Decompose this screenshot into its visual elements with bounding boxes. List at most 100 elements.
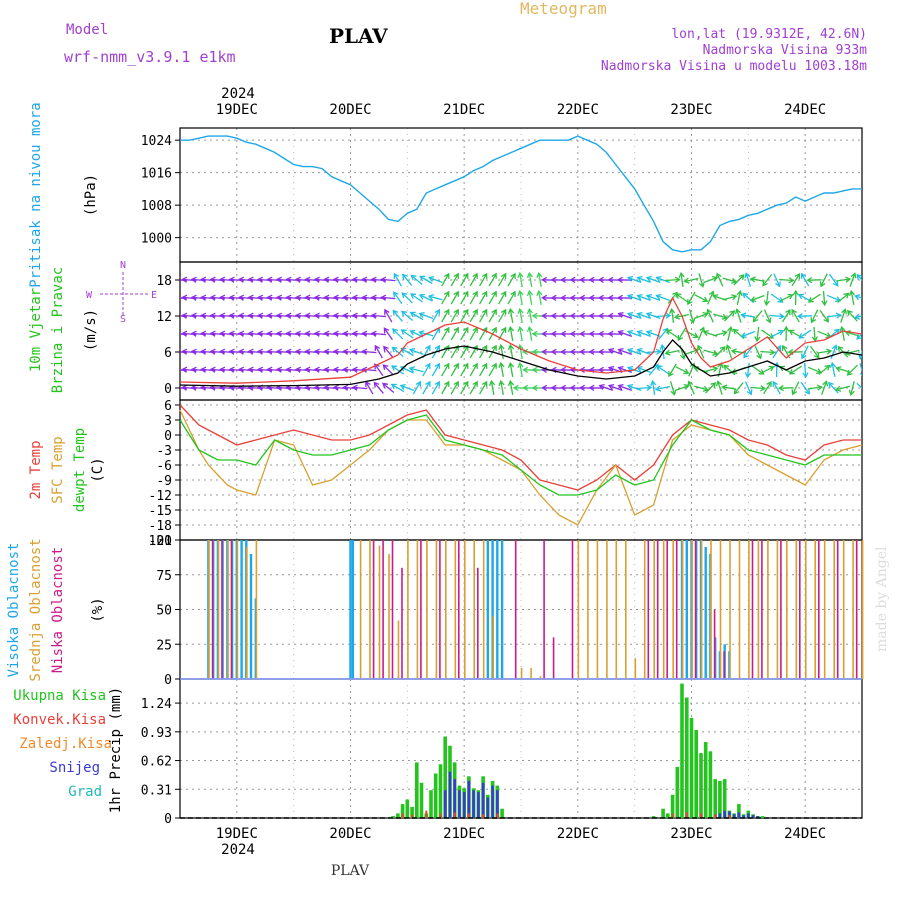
precip-bar (482, 814, 484, 818)
temp-title3: dewpt Temp (72, 428, 88, 512)
temp-tsfc-line (180, 410, 862, 525)
precip-bar (425, 811, 427, 818)
precip-bar (463, 792, 466, 818)
precip-bar (694, 730, 698, 818)
precip-bar (453, 779, 456, 818)
precip-legend-1: Konvek.Kisa (13, 712, 106, 728)
wind-arrow-head (173, 331, 178, 336)
wind-arrow-head (862, 388, 867, 393)
year-top: 2024 (221, 86, 255, 102)
wind-arrow (715, 347, 725, 357)
ytick-label-clouds: 25 (156, 638, 172, 653)
day-label-top-19DEC: 19DEC (216, 102, 258, 118)
precip-bar (439, 764, 443, 818)
ytick-label-precip: 0.62 (141, 755, 172, 770)
ytick-label-clouds: 75 (156, 569, 172, 584)
ytick-label-precip: 0 (164, 812, 172, 827)
ytick-label-wind: 12 (156, 310, 172, 325)
precip-bar (402, 813, 404, 818)
temp-title2: SFC Temp (50, 436, 66, 503)
temp-t2m-line (180, 405, 862, 490)
day-label-top-20DEC: 20DEC (329, 102, 371, 118)
temp-ylabel: (C) (90, 457, 106, 482)
precip-bar (676, 767, 680, 818)
precip-bar (699, 753, 703, 818)
ytick-label-temperature: -3 (156, 444, 172, 459)
day-label-top-21DEC: 21DEC (443, 102, 485, 118)
ytick-label-pressure: 1016 (141, 167, 172, 182)
wind-arrow (734, 275, 744, 285)
pressure-line (180, 136, 862, 252)
ytick-label-clouds: 50 (156, 604, 172, 619)
panels-layer: 19DEC19DEC20DEC20DEC21DEC21DEC22DEC22DEC… (6, 102, 869, 842)
wind-title: 10m Vjetar (28, 288, 44, 372)
precip-bar (761, 816, 765, 818)
wind-title2: Brzina i Pravac (50, 267, 66, 393)
footer-station: PLAV (331, 863, 370, 879)
panel-precip: 0 0.31 0.62 0.93 1.24 (141, 679, 862, 827)
ytick-label-temperature: -15 (149, 504, 172, 519)
precip-bar (482, 783, 485, 818)
wind-arrow-head (860, 372, 865, 377)
precip-legend-4: Grad (68, 784, 102, 800)
station-title: PLAV (329, 24, 388, 48)
ytick-label-precip: 0.31 (141, 783, 172, 798)
precip-bar (714, 814, 716, 818)
frame-precip (180, 679, 862, 818)
precip-bar (472, 790, 475, 818)
ytick-label-temperature: 6 (164, 399, 172, 414)
precip-bar (429, 790, 433, 818)
pressure-title: Pritisak na nivou mora (28, 102, 44, 287)
precip-legend-0: Ukupna Kisa (13, 688, 106, 704)
elevation-label: Nadmorska Visina 933m (703, 43, 868, 58)
ytick-label-temperature: 3 (164, 414, 172, 429)
watermark: made by Angel (874, 546, 890, 652)
precip-bar (434, 774, 438, 819)
precip-bar (491, 786, 494, 818)
ytick-label-pressure: 1000 (141, 232, 172, 247)
precip-bar (738, 812, 741, 818)
day-label-bottom-22DEC: 22DEC (557, 826, 599, 842)
precip-bar (487, 798, 490, 818)
compass-n: N (120, 260, 126, 271)
ytick-label-wind: 6 (164, 346, 172, 361)
precip-bar (690, 718, 694, 818)
precip-bar (718, 781, 722, 818)
precip-bar (704, 742, 708, 818)
precip-bar (500, 809, 504, 818)
ytick-label-wind: 0 (164, 382, 172, 397)
compass-e: E (151, 290, 157, 301)
precip-bar (661, 809, 665, 818)
ytick-label-precip: 0.93 (141, 726, 172, 741)
wind-arrow (706, 383, 716, 393)
cloud-title3: Niska Oblacnost (50, 547, 66, 673)
wind-arrow-head (173, 295, 178, 300)
day-label-bottom-20DEC: 20DEC (329, 826, 371, 842)
day-label-top-22DEC: 22DEC (557, 102, 599, 118)
precip-bar (415, 762, 419, 818)
compass-w: W (86, 290, 93, 301)
ytick-label-clouds: 100 (149, 534, 172, 549)
compass-s: S (120, 314, 126, 325)
precip-bar (723, 811, 726, 818)
precip-bar (406, 800, 410, 819)
precip-ylabel: 1hr Precip (mm) (108, 687, 124, 813)
ytick-label-temperature: -12 (149, 489, 172, 504)
precip-bar (686, 812, 688, 818)
day-label-top-23DEC: 23DEC (670, 102, 712, 118)
ytick-label-precip: 1.24 (141, 697, 172, 712)
day-label-bottom-23DEC: 23DEC (670, 826, 712, 842)
precip-legend-2: Zaledj.Kisa (19, 736, 112, 752)
wind-ylabel: (m/s) (83, 309, 99, 351)
panel-temperature: 630-3-6-9-12-15-18-21 (149, 399, 862, 549)
ytick-label-temperature: -6 (156, 459, 172, 474)
ytick-label-wind: 18 (156, 274, 172, 289)
model-label: Model (66, 22, 108, 38)
cloud-title2: Srednja Oblacnost (28, 538, 44, 681)
precip-bar (713, 779, 717, 818)
precip-bar (449, 772, 452, 818)
model-name: wrf-nmm_v3.9.1 e1km (64, 48, 236, 66)
